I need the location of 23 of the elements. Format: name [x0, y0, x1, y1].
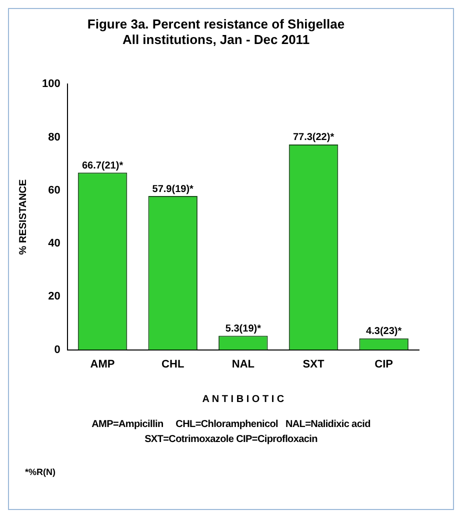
data-label: 57.9(19)*	[152, 184, 194, 195]
y-tick-label: 60	[48, 184, 60, 196]
data-label: 66.7(21)*	[82, 160, 124, 172]
chart-title: Figure 3a. Percent resistance of Shigellae	[87, 16, 345, 32]
chart-subtitle: All institutions, Jan - Dec 2011	[122, 32, 310, 47]
x-tick-label: AMP	[90, 358, 115, 370]
y-axis-title: % RESISTANCE	[18, 178, 29, 255]
data-label: 5.3(19)*	[225, 323, 262, 334]
y-tick-label: 0	[54, 344, 60, 356]
y-tick-label: 20	[48, 290, 60, 303]
text: AMP=Ampicillin CHL=Chloramphenicol NAL=Nalidixic acid	[90, 418, 372, 432]
x-tick-label: CIP	[374, 358, 394, 370]
y-tick-label: 100	[42, 78, 60, 90]
x-tick-label: CHL	[162, 358, 184, 370]
data-label: 4.3(23)*	[366, 326, 402, 338]
text: SXT=Cotrimoxazole CIP=Ciprofloxacin	[144, 433, 318, 447]
x-tick-label: NAL	[232, 358, 255, 370]
x-axis-title: A N T I B I O T I C	[202, 394, 284, 405]
x-tick-label: SXT	[302, 358, 324, 370]
y-tick-label: 80	[48, 131, 60, 144]
data-label: 77.3(22)*	[292, 132, 334, 144]
text: *%R(N)	[25, 467, 56, 477]
y-tick-label: 40	[48, 238, 60, 250]
